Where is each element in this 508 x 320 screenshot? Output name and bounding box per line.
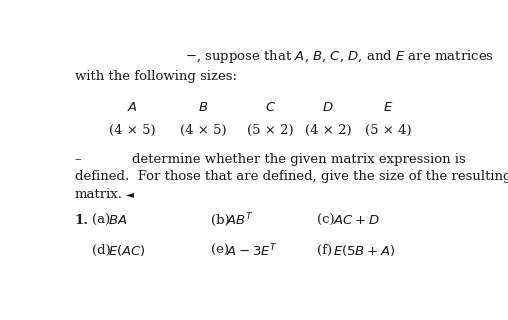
Text: $A - 3E^T$: $A - 3E^T$: [227, 243, 278, 259]
Text: $-$, suppose that $A$, $B$, $C$, $D$, and $E$ are matrices: $-$, suppose that $A$, $B$, $C$, $D$, an…: [185, 48, 494, 65]
Text: (e): (e): [211, 244, 229, 257]
Text: $E(AC)$: $E(AC)$: [108, 243, 145, 258]
Text: $E(5B + A)$: $E(5B + A)$: [333, 243, 395, 258]
Text: –: –: [75, 153, 81, 166]
Text: (a): (a): [92, 214, 111, 227]
Text: $AC + D$: $AC + D$: [333, 214, 379, 227]
Text: (d): (d): [92, 244, 111, 257]
Text: $E$: $E$: [383, 101, 394, 114]
Text: $C$: $C$: [265, 101, 276, 114]
Text: with the following sizes:: with the following sizes:: [75, 70, 237, 83]
Text: determine whether the given matrix expression is: determine whether the given matrix expre…: [133, 153, 466, 166]
Text: ◄: ◄: [125, 189, 134, 199]
Text: (5 × 2): (5 × 2): [247, 124, 294, 137]
Text: (f): (f): [318, 244, 333, 257]
Text: $BA$: $BA$: [108, 214, 127, 227]
Text: (4 × 5): (4 × 5): [180, 124, 227, 137]
Text: matrix.: matrix.: [75, 188, 122, 201]
Text: 1.: 1.: [75, 214, 88, 227]
Text: $AB^T$: $AB^T$: [227, 212, 255, 228]
Text: (b): (b): [211, 214, 230, 227]
Text: $D$: $D$: [322, 101, 334, 114]
Text: defined.  For those that are defined, give the size of the resulting: defined. For those that are defined, giv…: [75, 170, 508, 183]
Text: (5 × 4): (5 × 4): [365, 124, 411, 137]
Text: (c): (c): [318, 214, 335, 227]
Text: (4 × 5): (4 × 5): [109, 124, 156, 137]
Text: $A$: $A$: [127, 101, 138, 114]
Text: $B$: $B$: [198, 101, 208, 114]
Text: (4 × 2): (4 × 2): [305, 124, 352, 137]
